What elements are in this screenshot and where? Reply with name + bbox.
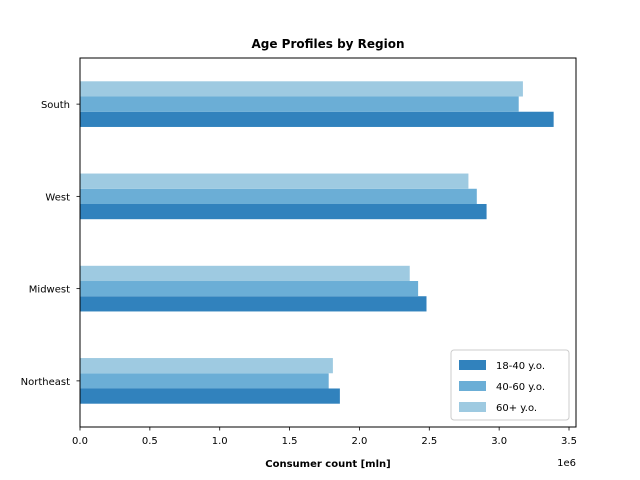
x-tick-label: 3.5: [561, 436, 577, 447]
x-tick-label: 1.0: [212, 436, 228, 447]
y-tick-label: West: [45, 192, 70, 203]
legend: 18-40 y.o. 40-60 y.o. 60+ y.o.: [450, 349, 570, 421]
y-tick-label: Midwest: [29, 285, 70, 296]
legend-label: 40-60 y.o.: [496, 382, 545, 393]
legend-swatch: [459, 402, 486, 412]
legend-label: 18-40 y.o.: [496, 361, 545, 372]
legend-swatch: [459, 381, 486, 391]
bars-group: [80, 81, 554, 404]
legend-swatch: [459, 360, 486, 370]
bar-midwest-2: [80, 281, 419, 297]
bar-south-3: [80, 81, 523, 97]
x-tick-label: 0.5: [142, 436, 158, 447]
bar-northeast-1: [80, 388, 340, 404]
bar-south-2: [80, 96, 519, 112]
bar-midwest-1: [80, 296, 427, 312]
bar-northeast-3: [80, 358, 333, 374]
x-tick-label: 1.5: [282, 436, 298, 447]
x-tick-label: 3.0: [491, 436, 507, 447]
bar-west-1: [80, 203, 487, 220]
x-axis-offset-text: 1e6: [557, 458, 576, 469]
legend-label: 60+ y.o.: [496, 403, 537, 414]
plot-frame: [79, 57, 577, 428]
bar-south-1: [80, 111, 554, 127]
x-tick-label: 0.0: [72, 436, 88, 447]
x-axis-label: Consumer count [mln]: [265, 459, 390, 470]
y-tick-label: South: [41, 100, 70, 111]
chart-title: Age Profiles by Region: [251, 37, 404, 51]
bar-west-2: [80, 188, 477, 204]
x-tick-label: 2.0: [351, 436, 367, 447]
x-axis-ticks: 0.0 0.5 1.0 1.5 2.0 2.5 3.0 3.5: [72, 427, 577, 447]
y-tick-label: Northeast: [21, 377, 70, 388]
bar-northeast-2: [80, 373, 329, 389]
bar-west-3: [80, 173, 469, 189]
y-axis-ticks: Northeast Midwest West South: [21, 100, 80, 388]
bar-midwest-3: [80, 265, 410, 282]
x-tick-label: 2.5: [421, 436, 437, 447]
